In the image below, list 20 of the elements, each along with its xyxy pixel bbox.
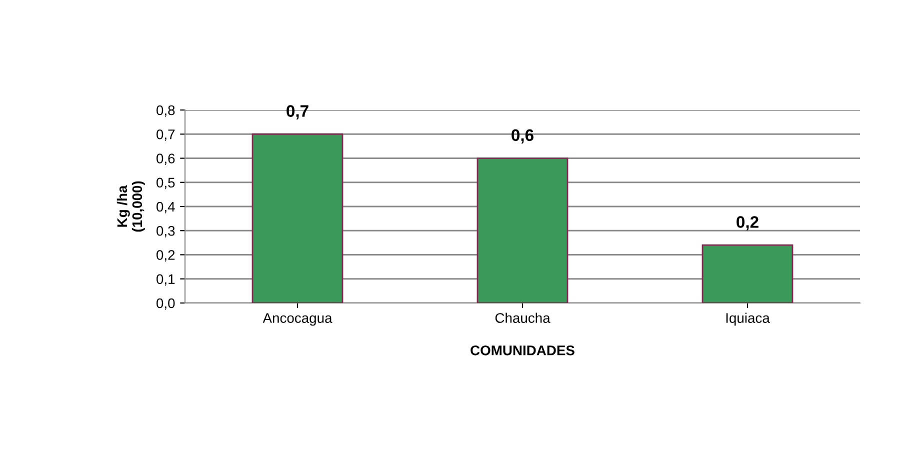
data-label: 0,6 [512,129,534,144]
y-tick-label: 0,5 [156,178,175,190]
bar [476,158,568,303]
bar [252,133,344,303]
data-label: 0,7 [286,105,308,120]
y-tick-label: 0,2 [156,250,175,262]
y-tick-label: 0,0 [156,298,175,310]
data-label: 0,2 [736,216,758,230]
y-tick-label: 0,8 [156,105,175,117]
y-tick-label: 0,4 [156,202,175,214]
y-tick-label: 0,7 [156,129,175,141]
y-tick-label: 0,3 [156,226,175,238]
y-axis-title: Kg /ha (10,000) [116,181,145,232]
x-tick-label: Ancocagua [262,313,332,326]
x-tick-label: Iquiaca [726,312,770,326]
x-axis-title: COMUNIDADES [470,345,574,356]
y-tick-label: 0,6 [156,154,175,166]
x-tick-label: Chaucha [495,312,550,323]
y-tick-label: 0,1 [156,274,175,286]
bar [702,244,794,303]
